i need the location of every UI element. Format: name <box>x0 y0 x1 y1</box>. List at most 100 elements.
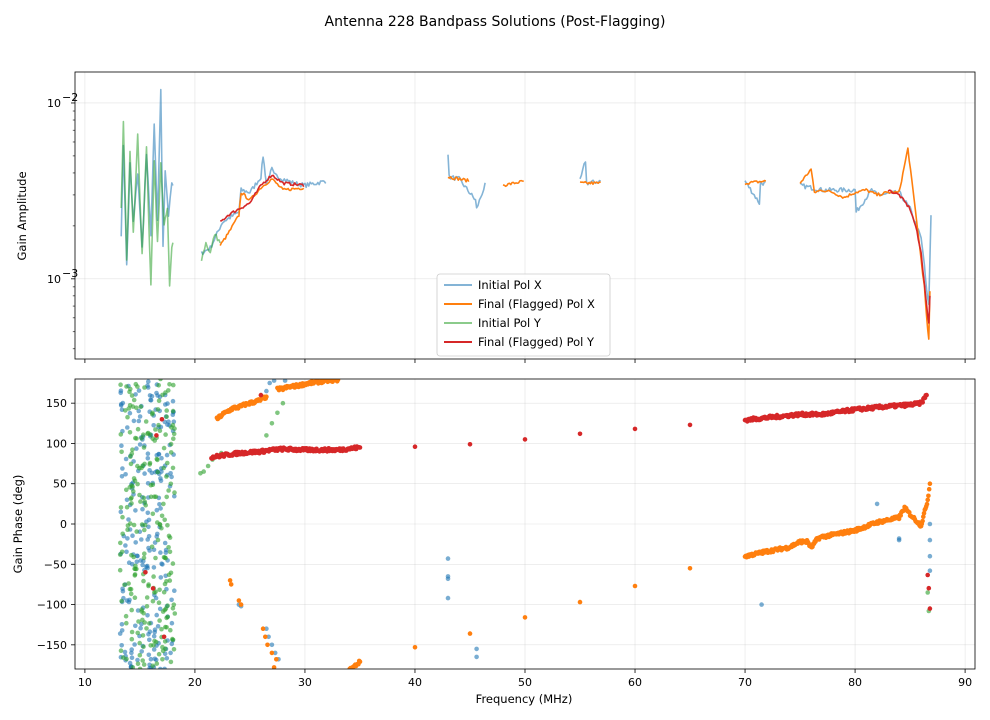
ph-1-band-203 <box>135 481 140 487</box>
ph-2-extra-5 <box>263 634 268 640</box>
phase-grid <box>75 379 975 669</box>
ph-1-band-55 <box>129 501 134 506</box>
ph-3-extra-2 <box>154 433 159 438</box>
ph-1-band-175 <box>122 582 127 588</box>
ph-0-band-156 <box>164 452 170 458</box>
ph-2-pt-397 <box>921 514 926 519</box>
ph-0-band-172 <box>172 493 177 499</box>
ph-0-pt-16 <box>269 642 275 648</box>
ph-1-band-35 <box>155 407 161 412</box>
ph-0-band-77 <box>133 623 138 629</box>
ph-0-pt-10 <box>927 521 933 527</box>
amplitude-ticks: 10−310−2 <box>47 91 966 363</box>
ph-1-band-171 <box>143 419 149 424</box>
ph-1-band-0 <box>161 589 167 595</box>
ph-2-pt-403 <box>925 497 930 503</box>
ph-0-band-115 <box>129 655 135 660</box>
ph-0-band-134 <box>145 510 151 516</box>
ph-2-extra-2 <box>236 598 242 603</box>
ph-2-pt-404 <box>926 493 931 499</box>
ph-1-band-179 <box>127 389 132 395</box>
ph-1-band-166 <box>159 626 164 632</box>
ph-ytick-label-0: 0 <box>60 518 67 531</box>
ph-1-band-89 <box>161 445 167 451</box>
ph-1-band-188 <box>160 644 165 650</box>
ph-1-band-52 <box>164 625 169 630</box>
ph-3-pt-437 <box>925 572 930 578</box>
ph-3-pt-192 <box>357 445 363 450</box>
ph-1-pt-2 <box>205 463 211 469</box>
ph-0-band-167 <box>123 472 128 477</box>
ph-2-pt-63 <box>264 394 269 400</box>
amplitude-data <box>120 88 932 340</box>
ph-3-extra-3 <box>159 417 165 422</box>
ph-0-band-144 <box>125 536 130 541</box>
ph-1-band-197 <box>160 648 166 654</box>
ph-0-band-6 <box>125 425 130 430</box>
ph-1-band-140 <box>119 598 124 604</box>
ph-1-band-30 <box>141 432 146 438</box>
amplitude-panel: 10−310−2 Gain Amplitude Initial Pol XFin… <box>15 71 976 363</box>
ph-0-band-199 <box>147 548 152 553</box>
ph-0-band-161 <box>127 410 133 416</box>
ph-1-band-195 <box>157 522 163 528</box>
ph-1-band-110 <box>148 482 154 488</box>
amp-line-3 <box>220 174 931 324</box>
ph-1-band-208 <box>144 595 150 600</box>
ph-2-pt-158 <box>412 645 418 650</box>
ph-0-band-76 <box>139 537 144 542</box>
ph-2-pt-163 <box>687 566 693 571</box>
ph-1-band-109 <box>124 487 129 493</box>
ph-ytick-label--50: −50 <box>44 558 67 571</box>
ph-1-band-160 <box>132 572 138 577</box>
ph-1-band-130 <box>142 527 147 533</box>
phase-panel: 10 20 30 40 50 60 70 80 90 −150 −100 −50 0 50 100 150 G… <box>11 378 976 689</box>
ph-0-band-219 <box>145 451 151 457</box>
ph-1-band-51 <box>168 481 174 487</box>
ph-0-band-90 <box>145 613 150 618</box>
ph-1-band-158 <box>148 643 153 648</box>
x-tick-label-70: 70 <box>738 676 752 689</box>
ph-1-band-57 <box>123 408 128 413</box>
ph-1-band-147 <box>148 494 154 500</box>
ph-1-band-101 <box>162 639 168 644</box>
ph-1-band-23 <box>131 522 137 528</box>
ph-1-band-40 <box>124 504 130 510</box>
ph-1-band-7 <box>167 549 173 555</box>
ph-1-band-163 <box>160 657 165 662</box>
ph-2-pt-157 <box>357 659 363 665</box>
ph-top-3 <box>282 379 288 383</box>
ph-1-band-96 <box>117 567 123 573</box>
ph-0-band-116 <box>142 471 147 476</box>
ph-1-band-224 <box>128 521 133 526</box>
legend-box <box>436 273 611 357</box>
ph-2-pt-142 <box>335 379 341 383</box>
ph-1-band-177 <box>125 527 130 532</box>
ph-1-band-45 <box>118 505 124 510</box>
ph-0-band-68 <box>135 608 141 613</box>
x-tick-label-60: 60 <box>628 676 642 689</box>
ph-0-band-187 <box>146 652 152 658</box>
amp-ytick-exp-0: −3 <box>62 267 78 280</box>
ph-0-band-51 <box>124 549 129 555</box>
ph-1-band-59 <box>161 465 166 471</box>
ph-2-pt-160 <box>522 615 528 620</box>
ph-1-band-182 <box>144 626 149 631</box>
ph-1-band-20 <box>166 488 171 493</box>
ph-1-band-225 <box>170 408 176 414</box>
ph-1-band-19 <box>128 591 134 597</box>
ph-1-band-120 <box>140 633 146 638</box>
ph-0-band-154 <box>169 474 174 480</box>
ph-0-band-27 <box>170 398 176 404</box>
ph-1-band-183 <box>131 476 137 481</box>
ph-1-band-98 <box>168 627 173 633</box>
ph-0-band-195 <box>155 393 160 398</box>
ph-1-band-13 <box>120 531 125 537</box>
ph-2-pt-396 <box>920 518 925 524</box>
ph-3-pt-438 <box>926 585 932 591</box>
ph-1-band-198 <box>156 383 161 388</box>
ph-0-band-173 <box>152 656 158 662</box>
ph-0-band-196 <box>156 452 162 457</box>
ph-1-band-64 <box>162 517 167 523</box>
